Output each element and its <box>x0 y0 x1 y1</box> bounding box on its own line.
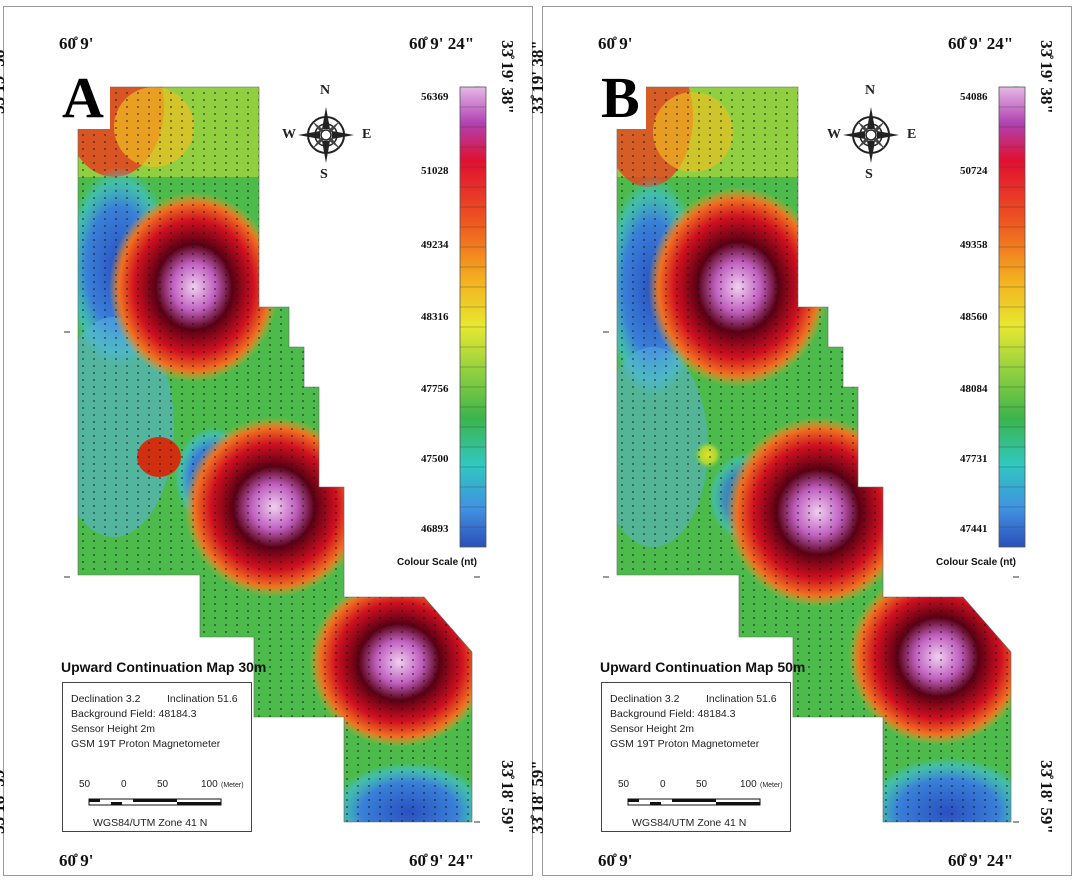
scale-value: 48560 <box>960 311 988 323</box>
map-title: Upward Continuation Map 50m <box>600 659 806 675</box>
scale-value: 54086 <box>960 91 988 103</box>
scale-value: 50724 <box>960 165 988 177</box>
longitude-top-left: 60̊ 9' <box>59 34 94 53</box>
longitude-bottom-right: 60̊ 9' 24" <box>948 851 1014 870</box>
scale-bar-label: 50 <box>79 779 91 790</box>
compass-south: S <box>865 167 873 182</box>
scale-bar-unit: (Meter) <box>221 782 244 789</box>
sensor-height: Sensor Height 2m <box>71 723 156 735</box>
inclination: Inclination 51.6 <box>167 693 238 705</box>
longitude-bottom-right: 60̊ 9' 24" <box>409 851 475 870</box>
scale-value: 56369 <box>421 91 449 103</box>
compass-north: N <box>320 83 331 98</box>
colour-scale-bar <box>459 86 487 548</box>
sensor-height: Sensor Height 2m <box>610 723 695 735</box>
map-info-box: Declination 3.2 Inclination 51.6 Backgro… <box>62 682 252 832</box>
inclination: Inclination 51.6 <box>706 693 777 705</box>
longitude-top-right: 60̊ 9' 24" <box>409 34 475 53</box>
colour-scale-caption: Colour Scale (nt) <box>936 557 1017 568</box>
compass-west: W <box>827 127 841 142</box>
latitude-top-left: 33̊ 19' 38" <box>527 40 547 114</box>
compass-north: N <box>865 83 876 98</box>
scale-bar-label: 100 <box>201 779 218 790</box>
declination: Declination 3.2 <box>71 693 141 705</box>
longitude-top-left: 60̊ 9' <box>598 34 633 53</box>
latitude-bottom-right: 33̊ 18' 59" <box>497 760 517 834</box>
scale-bar-unit: (Meter) <box>760 782 783 789</box>
compass-east: E <box>362 127 372 142</box>
background-field: Background Field: 48184.3 <box>610 708 736 720</box>
colour-scale-caption: Colour Scale (nt) <box>397 557 478 568</box>
map-canvas <box>64 86 487 823</box>
compass-rose-icon <box>843 107 899 163</box>
scale-value: 51028 <box>421 165 449 177</box>
scale-value: 46893 <box>421 523 449 535</box>
scale-bar <box>88 798 222 806</box>
scale-value: 47731 <box>960 453 988 465</box>
scale-value: 47500 <box>421 453 449 465</box>
longitude-bottom-left: 60̊ 9' <box>59 851 94 870</box>
compass-rose-icon <box>298 107 354 163</box>
declination: Declination 3.2 <box>610 693 680 705</box>
map-info-box: Declination 3.2 Inclination 51.6 Backgro… <box>601 682 791 832</box>
map-panel-a: 60̊ 9' 60̊ 9' 24" 60̊ 9' 60̊ 9' 24" 33̊ … <box>0 6 533 876</box>
scale-bar-label: 50 <box>618 779 630 790</box>
compass-south: S <box>320 167 328 182</box>
scale-bar-label: 0 <box>660 779 666 790</box>
scale-value: 49358 <box>960 239 988 251</box>
background-field: Background Field: 48184.3 <box>71 708 197 720</box>
latitude-top-left: 33̊ 19' 38" <box>0 40 8 114</box>
latitude-bottom-left: 33̊ 18' 59" <box>527 760 547 834</box>
datum-label: WGS84/UTM Zone 41 N <box>93 817 208 829</box>
compass-west: W <box>282 127 296 142</box>
longitude-top-right: 60̊ 9' 24" <box>948 34 1014 53</box>
scale-bar-label: 100 <box>740 779 757 790</box>
scale-value: 49234 <box>421 239 449 251</box>
instrument: GSM 19T Proton Magnetometer <box>71 738 221 750</box>
scale-bar-label: 50 <box>157 779 169 790</box>
latitude-bottom-left: 33̊ 18' 59" <box>0 760 8 834</box>
scale-value: 47756 <box>421 383 449 395</box>
scale-value: 47441 <box>960 523 988 535</box>
scale-bar-label: 0 <box>121 779 127 790</box>
panel-letter: A <box>56 67 110 129</box>
latitude-top-right: 33̊ 19' 38" <box>1036 40 1056 114</box>
scale-value: 48084 <box>960 383 988 395</box>
latitude-top-right: 33̊ 19' 38" <box>497 40 517 114</box>
scale-bar <box>627 798 761 806</box>
instrument: GSM 19T Proton Magnetometer <box>610 738 760 750</box>
panel-letter: B <box>595 67 646 129</box>
latitude-bottom-right: 33̊ 18' 59" <box>1036 760 1056 834</box>
datum-label: WGS84/UTM Zone 41 N <box>632 817 747 829</box>
map-title: Upward Continuation Map 30m <box>61 659 267 675</box>
colour-scale-bar <box>998 86 1026 548</box>
scale-bar-label: 50 <box>696 779 708 790</box>
scale-value: 48316 <box>421 311 449 323</box>
map-panel-b: 60̊ 9' 60̊ 9' 24" 60̊ 9' 60̊ 9' 24" 33̊ … <box>528 6 1072 876</box>
compass-east: E <box>907 127 917 142</box>
longitude-bottom-left: 60̊ 9' <box>598 851 633 870</box>
